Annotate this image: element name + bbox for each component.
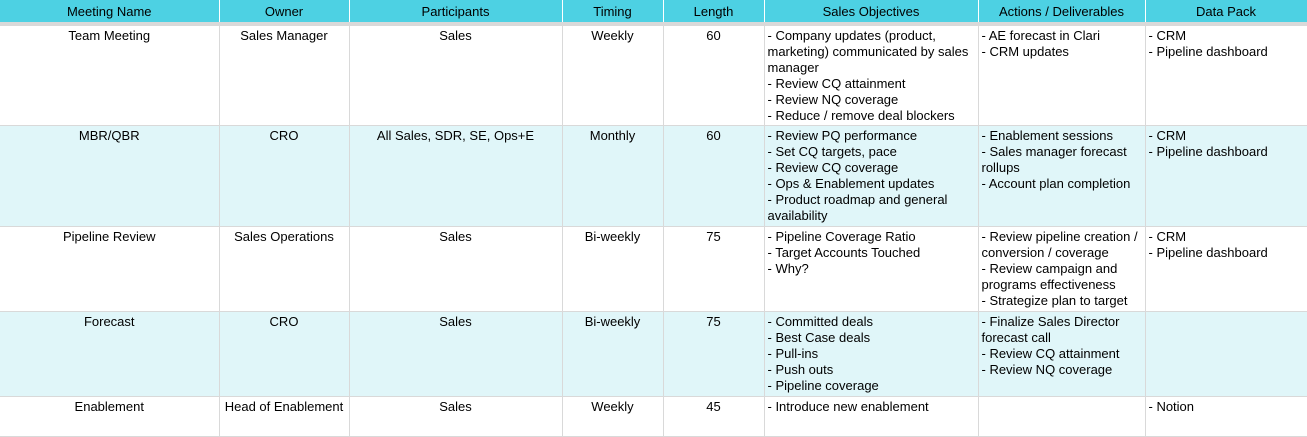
cell-data-pack[interactable]: - CRM - Pipeline dashboard <box>1145 24 1307 126</box>
action-item: - CRM updates <box>981 44 1069 59</box>
action-item: - Account plan completion <box>981 175 1131 191</box>
column-header-length[interactable]: Length <box>663 0 765 26</box>
cell-length[interactable]: 75 <box>663 311 765 397</box>
cell-participants[interactable]: Sales <box>349 24 563 126</box>
action-item: - Finalize Sales Director forecast call <box>981 313 1120 345</box>
objective-item: - Ops & Enablement updates <box>767 175 935 191</box>
cell-actions-deliverables[interactable]: - Review pipeline creation / conversion … <box>978 226 1146 312</box>
cell-length[interactable]: 60 <box>663 24 765 126</box>
column-header-sales-objectives[interactable]: Sales Objectives <box>764 0 979 26</box>
cell-owner[interactable]: Sales Manager <box>219 24 350 126</box>
cell-participants[interactable]: Sales <box>349 311 563 397</box>
column-header-meeting-name[interactable]: Meeting Name <box>0 0 220 26</box>
cell-actions-deliverables[interactable]: - AE forecast in Clari - CRM updates <box>978 24 1146 126</box>
cell-sales-objectives[interactable]: - Pipeline Coverage Ratio - Target Accou… <box>764 226 979 312</box>
cell-owner[interactable]: Head of Enablement <box>219 396 350 437</box>
datapack-item: - CRM <box>1148 28 1187 43</box>
cell-data-pack[interactable] <box>1145 311 1307 397</box>
objective-item: - Best Case deals <box>767 329 871 345</box>
objective-item: - Review NQ coverage <box>767 92 899 107</box>
action-item: - Review NQ coverage <box>981 361 1113 377</box>
cell-length[interactable]: 45 <box>663 396 765 437</box>
cell-sales-objectives[interactable]: - Committed deals - Best Case deals - Pu… <box>764 311 979 397</box>
cell-timing[interactable]: Bi-weekly <box>562 226 664 312</box>
objective-item: - Review CQ coverage <box>767 159 899 175</box>
objective-item: - Push outs <box>767 361 834 377</box>
cell-meeting-name[interactable]: Team Meeting <box>0 24 220 126</box>
cell-sales-objectives[interactable]: - Introduce new enablement <box>764 396 979 437</box>
action-item: - Sales manager forecast rollups <box>981 143 1127 175</box>
table-row: Forecast CRO Sales Bi-weekly 75 - Commit… <box>0 311 1307 397</box>
action-item: - Strategize plan to target <box>981 292 1128 308</box>
objective-item: - Pull-ins <box>767 345 819 361</box>
cell-meeting-name[interactable]: Enablement <box>0 396 220 437</box>
table-body: Team Meeting Sales Manager Sales Weekly … <box>0 24 1307 437</box>
objective-item: - Review PQ performance <box>767 127 918 143</box>
objective-item: - Product roadmap and general availabili… <box>767 191 948 223</box>
table-row: Team Meeting Sales Manager Sales Weekly … <box>0 24 1307 126</box>
cell-timing[interactable]: Bi-weekly <box>562 311 664 397</box>
objective-item: - Introduce new enablement <box>767 398 929 414</box>
cell-length[interactable]: 60 <box>663 125 765 227</box>
action-item: - Review campaign and programs effective… <box>981 260 1118 292</box>
cell-timing[interactable]: Weekly <box>562 24 664 126</box>
cell-length[interactable]: 75 <box>663 226 765 312</box>
cell-meeting-name[interactable]: Forecast <box>0 311 220 397</box>
datapack-item: - Notion <box>1148 398 1195 414</box>
datapack-item: - Pipeline dashboard <box>1148 44 1268 59</box>
cell-sales-objectives[interactable]: - Company updates (product, marketing) c… <box>764 24 979 126</box>
objective-item: - Pipeline Coverage Ratio <box>767 228 916 244</box>
table-row: Pipeline Review Sales Operations Sales B… <box>0 226 1307 312</box>
table-row: Enablement Head of Enablement Sales Week… <box>0 396 1307 437</box>
objective-item: - Target Accounts Touched <box>767 244 921 260</box>
cell-actions-deliverables[interactable]: - Enablement sessions - Sales manager fo… <box>978 125 1146 227</box>
column-header-owner[interactable]: Owner <box>219 0 350 26</box>
cell-owner[interactable]: CRO <box>219 125 350 227</box>
datapack-item: - CRM <box>1148 228 1187 244</box>
cell-actions-deliverables[interactable] <box>978 396 1146 437</box>
column-header-actions-deliverables[interactable]: Actions / Deliverables <box>978 0 1146 26</box>
column-header-data-pack[interactable]: Data Pack <box>1145 0 1307 26</box>
cell-timing[interactable]: Monthly <box>562 125 664 227</box>
cell-data-pack[interactable]: - CRM - Pipeline dashboard <box>1145 226 1307 312</box>
datapack-item: - Pipeline dashboard <box>1148 143 1268 159</box>
table-row: MBR/QBR CRO All Sales, SDR, SE, Ops+E Mo… <box>0 125 1307 227</box>
column-header-participants[interactable]: Participants <box>349 0 563 26</box>
action-item: - Review CQ attainment <box>981 345 1120 361</box>
cell-participants[interactable]: Sales <box>349 396 563 437</box>
objective-item: - Why? <box>767 260 809 276</box>
objective-item: - Committed deals <box>767 313 873 329</box>
column-header-timing[interactable]: Timing <box>562 0 664 26</box>
action-item: - Enablement sessions <box>981 127 1114 143</box>
cell-participants[interactable]: Sales <box>349 226 563 312</box>
cell-participants[interactable]: All Sales, SDR, SE, Ops+E <box>349 125 563 227</box>
action-item: - AE forecast in Clari <box>981 28 1101 43</box>
header-row: Meeting Name Owner Participants Timing L… <box>0 0 1307 26</box>
objective-item: - Company updates (product, marketing) c… <box>767 28 969 75</box>
cell-owner[interactable]: CRO <box>219 311 350 397</box>
cell-timing[interactable]: Weekly <box>562 396 664 437</box>
datapack-item: - CRM <box>1148 127 1187 143</box>
cell-actions-deliverables[interactable]: - Finalize Sales Director forecast call … <box>978 311 1146 397</box>
cell-meeting-name[interactable]: Pipeline Review <box>0 226 220 312</box>
action-item: - Review pipeline creation / conversion … <box>981 228 1138 260</box>
cell-sales-objectives[interactable]: - Review PQ performance - Set CQ targets… <box>764 125 979 227</box>
objective-item: - Pipeline coverage <box>767 377 879 393</box>
objective-item: - Review CQ attainment <box>767 76 906 91</box>
objective-item: - Set CQ targets, pace <box>767 143 897 159</box>
cell-data-pack[interactable]: - Notion <box>1145 396 1307 437</box>
objective-item: - Reduce / remove deal blockers <box>767 108 955 123</box>
datapack-item: - Pipeline dashboard <box>1148 244 1268 260</box>
cell-meeting-name[interactable]: MBR/QBR <box>0 125 220 227</box>
cell-owner[interactable]: Sales Operations <box>219 226 350 312</box>
cell-data-pack[interactable]: - CRM - Pipeline dashboard <box>1145 125 1307 227</box>
